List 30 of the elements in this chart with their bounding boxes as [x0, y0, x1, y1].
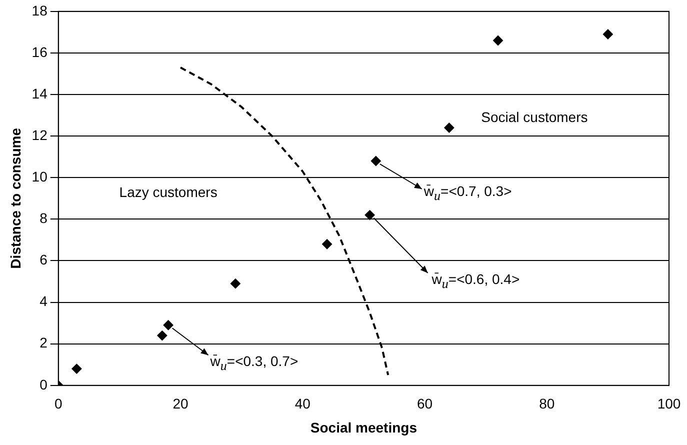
x-tick-label: 60	[416, 396, 433, 412]
point	[72, 364, 82, 374]
point	[157, 330, 168, 341]
y-tick-label: 18	[32, 2, 48, 18]
y-axis-title: Distance to consume	[7, 128, 24, 269]
y-tick-label: 0	[40, 376, 48, 392]
annotation: Social customers	[481, 109, 588, 126]
y-tick-label: 6	[40, 252, 48, 268]
point	[230, 278, 240, 289]
point	[364, 210, 375, 220]
annotation: Lazy customers	[119, 184, 218, 200]
y-tick-label: 14	[32, 85, 48, 102]
point	[602, 29, 613, 40]
y-tick-label: 16	[32, 44, 48, 60]
point	[493, 35, 504, 46]
y-tick-label: 4	[40, 293, 48, 310]
x-tick-label: 0	[54, 396, 62, 412]
y-tick-label: 10	[32, 168, 48, 184]
point	[370, 156, 381, 166]
y-tick-label: 2	[40, 334, 48, 351]
x-tick-label: 100	[657, 396, 681, 412]
x-tick-label: 40	[294, 396, 311, 412]
x-tick-label: 20	[172, 396, 188, 412]
x-axis-title: Social meetings	[310, 419, 418, 436]
point	[163, 320, 174, 330]
point	[322, 239, 332, 250]
y-tick-label: 8	[40, 210, 48, 226]
x-tick-label: 80	[539, 396, 555, 412]
point	[444, 122, 454, 133]
y-tick-label: 12	[32, 126, 48, 143]
